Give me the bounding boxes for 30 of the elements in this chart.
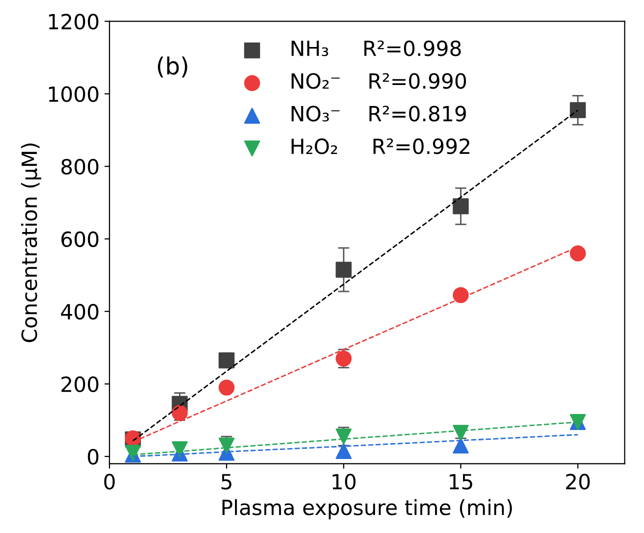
legend-label: NO₃⁻ R²=0.819 — [292, 106, 466, 122]
point — [336, 443, 352, 459]
point — [570, 245, 586, 262]
point — [452, 424, 469, 441]
x-tick-label: 15 — [450, 474, 472, 490]
point — [452, 198, 469, 214]
y-axis-title: Concentration (μM) — [21, 144, 42, 342]
x-tick-label: 5 — [222, 474, 232, 490]
y-tick-label: 400 — [61, 304, 98, 320]
y-tick-label: 0 — [88, 448, 98, 465]
y-tick-label: 1000 — [49, 86, 98, 102]
point — [218, 380, 235, 396]
x-tick-label: 0 — [104, 474, 115, 490]
x-tick-label: 10 — [332, 474, 356, 490]
legend-label: NH₃ R²=0.998 — [292, 40, 461, 56]
point — [452, 438, 469, 454]
y-tick-label: 800 — [61, 158, 98, 175]
point — [570, 102, 586, 118]
point — [172, 404, 188, 421]
legend-label: NO₂⁻ R²=0.990 — [292, 73, 466, 89]
annotation: (b) — [158, 56, 188, 78]
point — [452, 287, 469, 304]
legend-label: H₂O₂ R²=0.992 — [292, 138, 470, 154]
y-tick-label: 200 — [62, 376, 98, 392]
x-axis-title: Plasma exposure time (min) — [222, 499, 512, 520]
point — [336, 262, 352, 278]
y-tick-label: 600 — [61, 231, 98, 248]
y-tick-label: 1200 — [49, 14, 98, 30]
point — [172, 441, 188, 458]
x-tick-label: 20 — [566, 474, 590, 490]
